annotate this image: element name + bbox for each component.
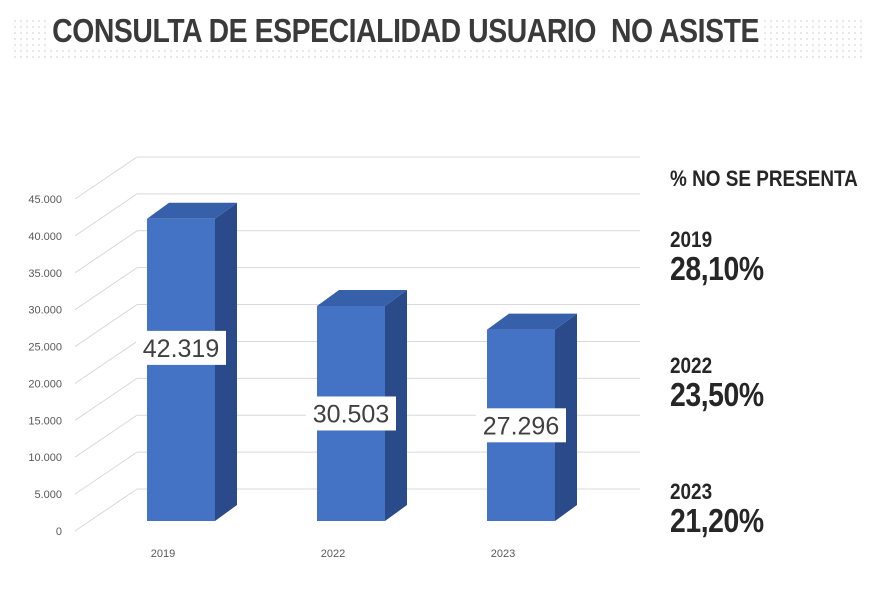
gridline-depth <box>74 193 138 237</box>
title-area: CONSULTA DE ESPECIALIDAD USUARIO NO ASIS… <box>0 0 877 62</box>
gridline-depth <box>74 377 138 421</box>
data-label: 30.503 <box>313 400 389 428</box>
y-tick-label: 25.000 <box>28 342 62 354</box>
gridline-depth <box>74 156 138 200</box>
stat-percent: 23,50% <box>670 376 764 413</box>
stat-2022: 2022 23,50% <box>670 354 779 412</box>
y-tick-label: 5.000 <box>34 489 62 501</box>
gridline-depth <box>74 414 138 458</box>
y-tick-label: 35.000 <box>28 268 62 280</box>
data-label-box <box>136 330 226 365</box>
stat-percent: 28,10% <box>670 250 764 287</box>
bar-top <box>147 202 237 219</box>
y-tick-label: 45.000 <box>28 194 62 206</box>
y-tick-label: 20.000 <box>28 378 62 390</box>
gridline-depth <box>74 304 138 347</box>
data-label: 27.296 <box>483 412 559 440</box>
bar-top <box>317 289 407 306</box>
gridline-depth <box>74 267 138 311</box>
data-label-box <box>476 408 566 443</box>
y-tick-label: 0 <box>56 526 62 538</box>
data-label: 42.319 <box>143 335 219 363</box>
stat-percent: 21,20% <box>670 502 764 539</box>
gridline-depth <box>74 488 138 532</box>
side-panel-heading: % NO SE PRESENTA <box>670 166 858 191</box>
data-label-box <box>306 396 396 431</box>
gridline-depth <box>74 451 138 495</box>
stat-year: 2019 <box>670 227 713 252</box>
stat-year: 2022 <box>670 353 713 378</box>
gridline-depth <box>74 341 138 384</box>
page-title: CONSULTA DE ESPECIALIDAD USUARIO NO ASIS… <box>47 12 765 50</box>
x-tick-label: 2019 <box>151 548 175 560</box>
y-tick-label: 15.000 <box>28 415 62 427</box>
y-tick-label: 30.000 <box>28 305 62 317</box>
bar <box>147 218 215 521</box>
bar-top <box>487 313 577 330</box>
y-tick-label: 40.000 <box>28 231 62 243</box>
x-tick-label: 2023 <box>491 548 515 560</box>
stat-2023: 2023 21,20% <box>670 480 779 538</box>
y-tick-label: 10.000 <box>28 452 62 464</box>
x-tick-label: 2022 <box>321 548 345 560</box>
stat-2019: 2019 28,10% <box>670 228 779 286</box>
gridline-depth <box>74 230 138 274</box>
stat-year: 2023 <box>670 479 713 504</box>
